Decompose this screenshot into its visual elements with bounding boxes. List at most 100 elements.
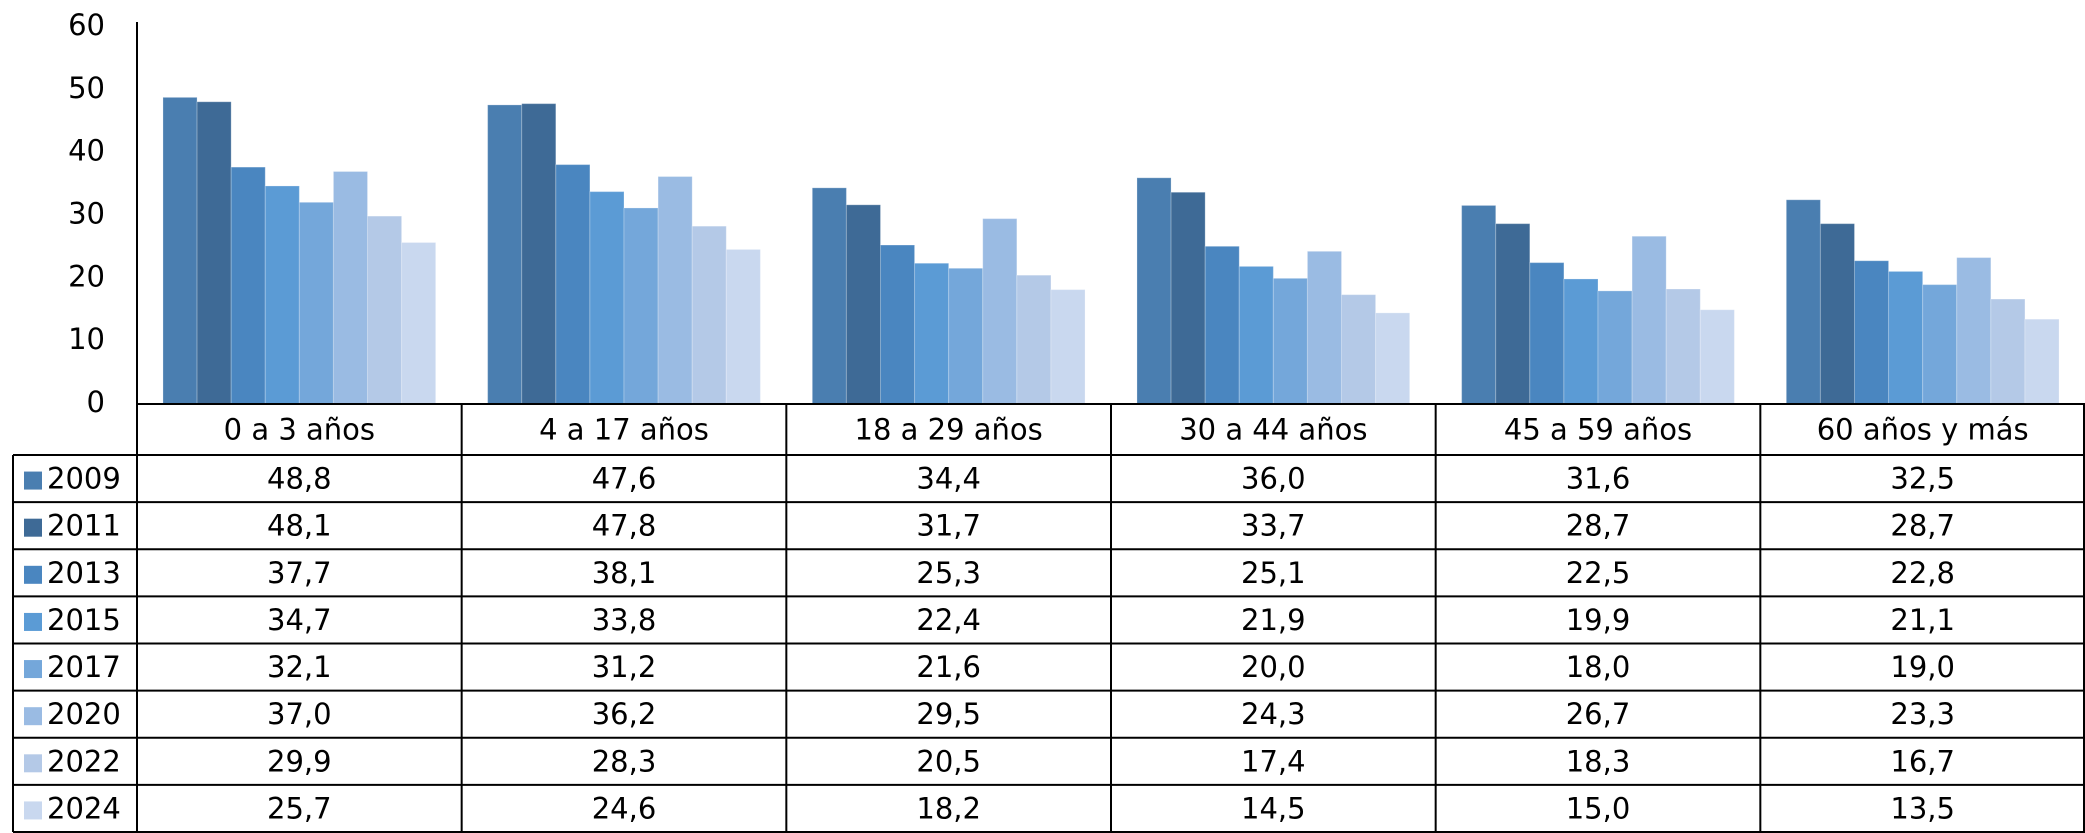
table-value: 31,2 [592, 650, 657, 684]
legend-swatch [24, 660, 42, 679]
table-value: 48,1 [267, 509, 332, 543]
table-value: 33,8 [592, 603, 657, 637]
table-value: 24,3 [1241, 697, 1306, 731]
table-value: 24,6 [592, 791, 657, 825]
bar [623, 207, 659, 405]
bar [657, 176, 693, 405]
bar [162, 96, 198, 405]
table-value: 22,8 [1890, 556, 1955, 590]
table-value: 21,9 [1241, 603, 1306, 637]
bar [1785, 199, 1821, 405]
table-value: 19,9 [1566, 603, 1631, 637]
legend-swatch [24, 471, 42, 490]
table-value: 16,7 [1890, 744, 1955, 778]
legend-swatch [24, 565, 42, 584]
table-value: 26,7 [1566, 697, 1631, 731]
category-label: 4 a 17 años [539, 413, 709, 447]
bar [2024, 318, 2060, 405]
table-value: 29,9 [267, 744, 332, 778]
table-value: 28,7 [1566, 509, 1631, 543]
category-label: 45 a 59 años [1504, 413, 1692, 447]
bar [332, 171, 369, 405]
table-value: 31,7 [916, 509, 981, 543]
table-value: 28,7 [1890, 509, 1955, 543]
bar [1341, 294, 1377, 405]
legend-label: 2013 [47, 556, 121, 590]
table-value: 22,4 [916, 603, 981, 637]
table-value: 47,6 [592, 462, 657, 496]
table-value: 33,7 [1241, 509, 1306, 543]
table-value: 32,5 [1890, 462, 1955, 496]
table-value: 19,0 [1890, 650, 1955, 684]
table-value: 34,4 [916, 462, 981, 496]
y-tick-label: 40 [68, 134, 105, 168]
bar [879, 244, 916, 405]
table-value: 17,4 [1241, 744, 1306, 778]
bar [1170, 191, 1206, 405]
table-value: 38,1 [592, 556, 657, 590]
table-value: 20,5 [916, 744, 981, 778]
table-value: 20,0 [1241, 650, 1306, 684]
bar [367, 215, 403, 405]
legend-swatch [24, 801, 42, 820]
bar [230, 166, 266, 405]
legend-swatch [24, 707, 42, 726]
legend-label: 2017 [47, 650, 121, 684]
bar [1375, 312, 1411, 405]
bar [1238, 265, 1274, 405]
bar [1272, 277, 1308, 405]
table-value: 25,1 [1241, 556, 1306, 590]
bar [1819, 223, 1855, 405]
bar [1956, 257, 1992, 405]
table-value: 47,8 [592, 509, 657, 543]
bar [1136, 177, 1172, 405]
legend-label: 2011 [47, 509, 121, 543]
y-tick-label: 50 [68, 71, 105, 105]
bar [521, 103, 557, 405]
bar [487, 104, 523, 405]
legend-label: 2009 [47, 462, 121, 496]
legend-swatch [24, 518, 42, 537]
table-value: 37,0 [267, 697, 332, 731]
table-value: 48,8 [267, 462, 332, 496]
bar [982, 218, 1018, 405]
bar [1495, 223, 1531, 405]
bar [845, 204, 881, 405]
category-label: 18 a 29 años [855, 413, 1043, 447]
bar [1597, 290, 1633, 405]
table-value: 36,2 [592, 697, 657, 731]
bar [914, 262, 950, 405]
legend-swatch [24, 754, 42, 773]
bar [1050, 289, 1086, 405]
category-label: 0 a 3 años [224, 413, 375, 447]
y-tick-label: 10 [68, 322, 105, 356]
table-value: 21,1 [1890, 603, 1955, 637]
y-tick-label: 30 [68, 197, 105, 231]
bar [1563, 278, 1599, 405]
bar [1853, 260, 1890, 405]
table-value: 22,5 [1566, 556, 1631, 590]
bar [691, 225, 727, 405]
table-value: 25,7 [267, 791, 332, 825]
bar [589, 191, 625, 405]
y-tick-label: 0 [87, 385, 105, 419]
bar [1461, 204, 1497, 405]
legend-label: 2022 [47, 744, 121, 778]
table-value: 25,3 [916, 556, 981, 590]
table-value: 34,7 [267, 603, 332, 637]
bar [725, 248, 761, 405]
category-label: 30 a 44 años [1179, 413, 1367, 447]
table-value: 15,0 [1566, 791, 1631, 825]
bar [196, 101, 232, 405]
bar [298, 201, 334, 405]
y-tick-label: 20 [68, 259, 105, 293]
bar [948, 267, 984, 405]
bar [555, 164, 591, 405]
table-value: 29,5 [916, 697, 981, 731]
bar [1665, 288, 1701, 405]
bar [811, 187, 847, 405]
bar [1888, 270, 1924, 405]
table-value: 37,7 [267, 556, 332, 590]
bar [1990, 298, 2026, 405]
